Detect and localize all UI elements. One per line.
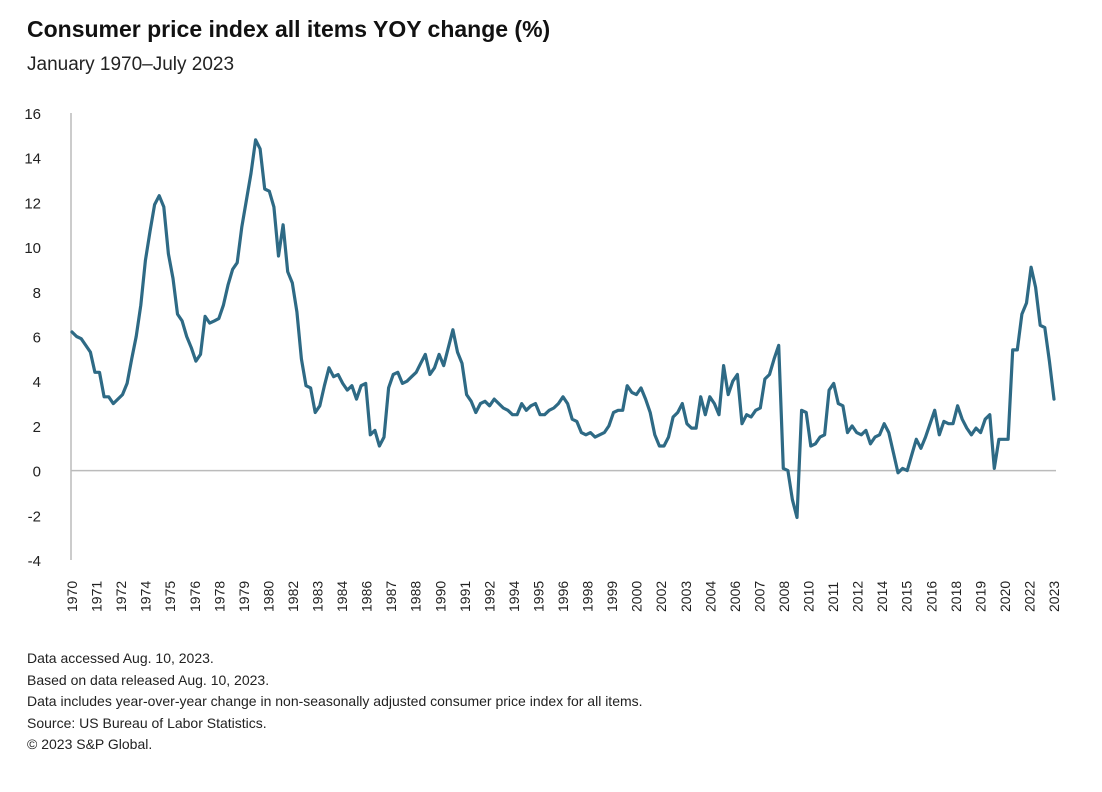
y-tick-label: 4 [33, 374, 41, 391]
y-tick-label: 8 [33, 285, 41, 302]
x-tick-label: 2008 [776, 581, 792, 612]
chart-subtitle: January 1970–July 2023 [27, 54, 235, 75]
x-tick-label: 2007 [751, 581, 767, 612]
x-tick-label: 2023 [1046, 581, 1062, 612]
x-tick-label: 1990 [432, 581, 448, 612]
x-tick-label: 2003 [678, 581, 694, 612]
x-tick-label: 1999 [604, 581, 620, 612]
x-tick-label: 1971 [89, 581, 105, 612]
x-tick-label: 1980 [260, 581, 276, 612]
footnote-description: Data includes year-over-year change in n… [27, 693, 643, 709]
y-tick-label: 0 [33, 464, 41, 481]
x-tick-label: 1995 [530, 581, 546, 612]
x-tick-label: 2011 [825, 582, 841, 612]
y-tick-label: -4 [28, 553, 41, 570]
y-tick-label: 14 [24, 151, 41, 168]
x-tick-label: 2014 [874, 581, 890, 612]
footnote-accessed: Data accessed Aug. 10, 2023. [27, 650, 214, 666]
x-tick-label: 1970 [64, 581, 80, 612]
x-axis: 1970 1971 1972 1974 1975 1976 1978 1979 1980 1982… [64, 581, 1062, 612]
x-tick-label: 1988 [408, 581, 424, 612]
x-tick-label: 1975 [162, 581, 178, 612]
x-tick-label: 2016 [923, 581, 939, 612]
x-tick-label: 1984 [334, 581, 350, 612]
x-tick-label: 1978 [211, 581, 227, 612]
x-tick-label: 2000 [629, 581, 645, 612]
x-tick-label: 1996 [555, 581, 571, 612]
x-tick-label: 2020 [997, 581, 1013, 612]
footnote-source: Source: US Bureau of Labor Statistics. [27, 714, 267, 731]
y-tick-label: 16 [24, 106, 41, 123]
footnote-released: Based on data released Aug. 10, 2023. [27, 671, 270, 688]
x-tick-label: 1986 [359, 581, 375, 612]
x-tick-label: 1998 [580, 581, 596, 612]
y-tick-label: 12 [24, 195, 41, 212]
y-tick-label: 2 [33, 419, 41, 436]
x-tick-label: 2015 [899, 581, 915, 612]
x-tick-label: 2004 [702, 581, 718, 612]
x-tick-label: 1983 [310, 581, 326, 612]
footnote-copyright: © 2023 S&P Global. [27, 736, 153, 752]
y-axis: -4 -2 0 2 4 6 8 10 12 14 16 [24, 106, 1056, 570]
x-tick-label: 2022 [1021, 581, 1037, 612]
x-tick-label: 2018 [948, 581, 964, 612]
x-tick-label: 1991 [457, 581, 473, 612]
footnotes: Data accessed Aug. 10, 2023. Based on da… [27, 648, 643, 756]
y-tick-label: -2 [28, 508, 41, 525]
x-tick-label: 1987 [383, 581, 399, 612]
x-tick-label: 1974 [138, 581, 154, 612]
x-tick-label: 2006 [727, 581, 743, 612]
cpi-series-line [70, 138, 1056, 520]
x-tick-label: 1982 [285, 581, 301, 612]
x-tick-label: 2019 [972, 581, 988, 612]
y-tick-label: 10 [24, 240, 41, 257]
x-tick-label: 1976 [187, 581, 203, 612]
chart-title: Consumer price index all items YOY chang… [27, 16, 551, 42]
x-tick-label: 1979 [236, 581, 252, 612]
x-tick-label: 2012 [850, 581, 866, 612]
x-tick-label: 2010 [801, 581, 817, 612]
y-tick-label: 6 [33, 330, 41, 347]
x-tick-label: 1992 [481, 581, 497, 612]
x-tick-label: 1972 [113, 581, 129, 612]
x-tick-label: 2002 [653, 581, 669, 612]
x-tick-label: 1994 [506, 581, 522, 612]
